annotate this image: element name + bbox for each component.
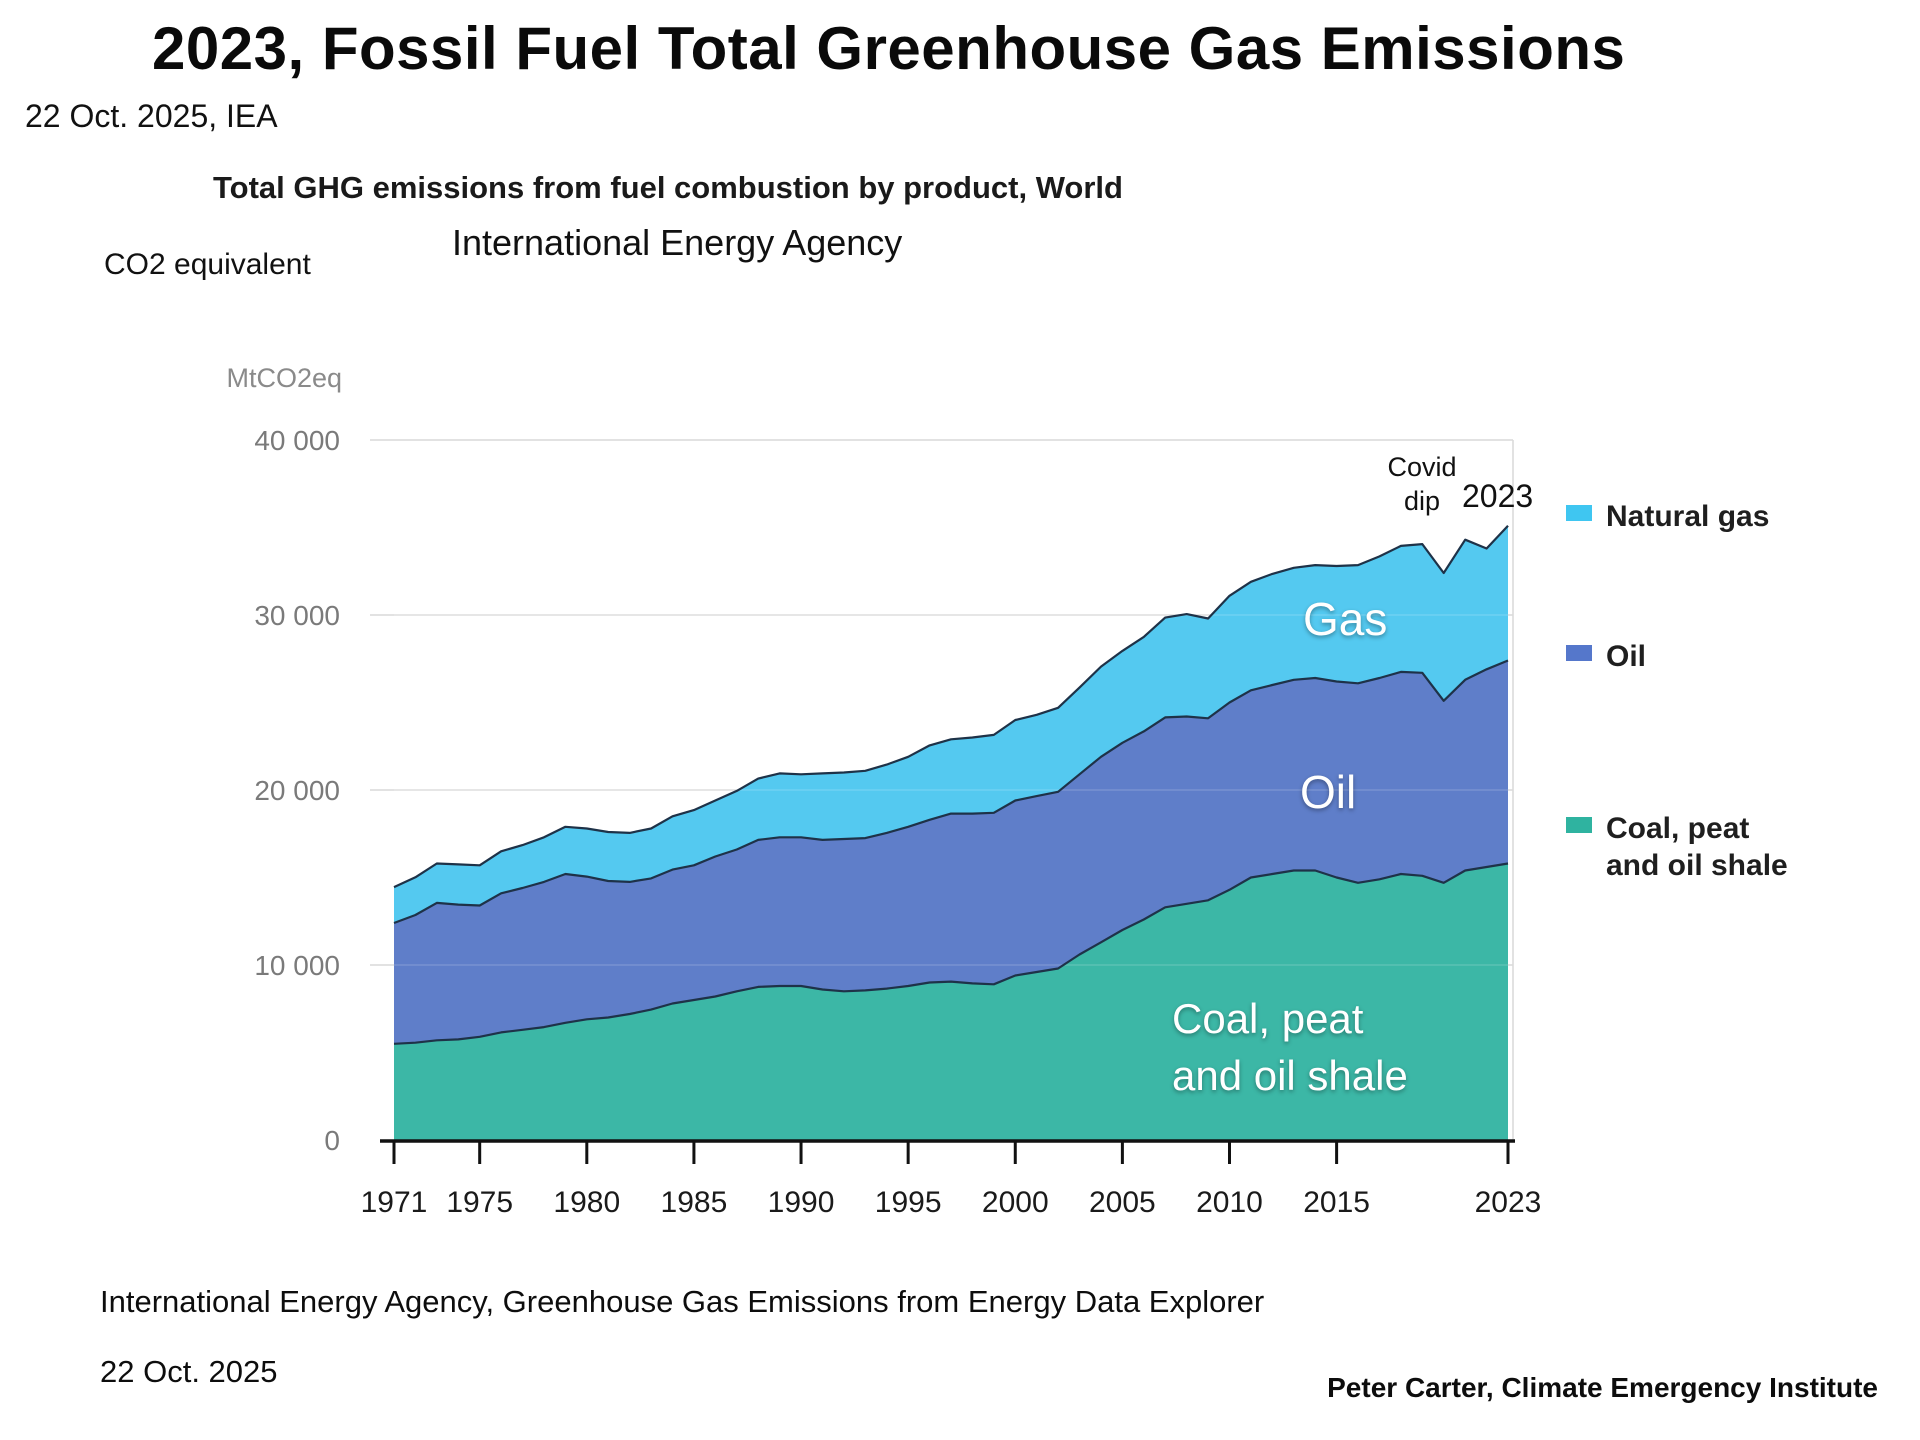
y-tick-label-30000: 30 000 <box>254 600 340 631</box>
x-tick-label-2000: 2000 <box>982 1186 1049 1219</box>
y-tick-label-20000: 20 000 <box>254 775 340 806</box>
natural-gas-swatch-icon <box>1566 505 1592 521</box>
y-tick-label-10000: 10 000 <box>254 950 340 981</box>
x-tick-label-1995: 1995 <box>875 1186 942 1219</box>
legend-label-oil: Oil <box>1606 640 1647 673</box>
end-year-annotation: 2023 <box>1462 478 1534 514</box>
x-tick-label-2010: 2010 <box>1196 1186 1263 1219</box>
legend-item-natural-gas: Natural gas <box>1566 498 1769 535</box>
x-tick-label-2015: 2015 <box>1303 1186 1370 1219</box>
covid-dip-annotation-line2: dip <box>1403 486 1441 516</box>
coal-swatch-icon <box>1566 817 1592 833</box>
x-tick-label-2005: 2005 <box>1089 1186 1156 1219</box>
y-tick-label-0: 0 <box>324 1125 340 1156</box>
footer-date: 22 Oct. 2025 <box>100 1354 278 1389</box>
x-tick-label-1985: 1985 <box>661 1186 728 1219</box>
co2-equivalent-label: CO2 equivalent <box>104 248 311 281</box>
gas-area-label: Gas <box>1303 593 1388 645</box>
x-tick-label-1980: 1980 <box>553 1186 620 1219</box>
coal-area-label-line1: Coal, peat <box>1172 995 1364 1042</box>
coal-area-label: Coal, peat and oil shale <box>1172 990 1408 1104</box>
coal-area-label-line2: and oil shale <box>1172 1052 1408 1099</box>
y-tick-label-40000: 40 000 <box>254 425 340 456</box>
gas-top-line <box>393 524 1509 889</box>
x-tick-label-1975: 1975 <box>446 1186 513 1219</box>
legend-label-natural-gas: Natural gas <box>1606 500 1770 533</box>
legend-item-oil: Oil <box>1566 638 1646 675</box>
legend-label-coal: Coal, peat and oil shale <box>1606 812 1788 882</box>
oil-top-line <box>393 659 1509 925</box>
agency-label: International Energy Agency <box>452 222 903 263</box>
legend-item-coal: Coal, peat and oil shale <box>1566 810 1788 884</box>
chart-title: Total GHG emissions from fuel combustion… <box>213 170 1123 205</box>
coal-top-line <box>393 862 1509 1045</box>
y-axis-unit-label: MtCO2eq <box>226 363 342 393</box>
page-title: 2023, Fossil Fuel Total Greenhouse Gas E… <box>152 15 1626 82</box>
date-line: 22 Oct. 2025, IEA <box>25 98 278 134</box>
oil-area-label: Oil <box>1300 766 1357 818</box>
oil-swatch-icon <box>1566 645 1592 661</box>
covid-dip-annotation-line1: Covid <box>1387 452 1457 482</box>
coal-area <box>394 863 1508 1140</box>
oil-area <box>394 660 1508 1044</box>
x-tick-label-2023: 2023 <box>1475 1186 1542 1219</box>
x-tick-label-1990: 1990 <box>768 1186 835 1219</box>
covid-dip-annotation: Covid dip <box>1342 450 1502 518</box>
x-tick-label-1971: 1971 <box>361 1186 428 1219</box>
gas-area <box>394 525 1508 923</box>
credit-line: Peter Carter, Climate Emergency Institut… <box>1327 1372 1878 1403</box>
footer-source-line: International Energy Agency, Greenhouse … <box>100 1284 1265 1319</box>
